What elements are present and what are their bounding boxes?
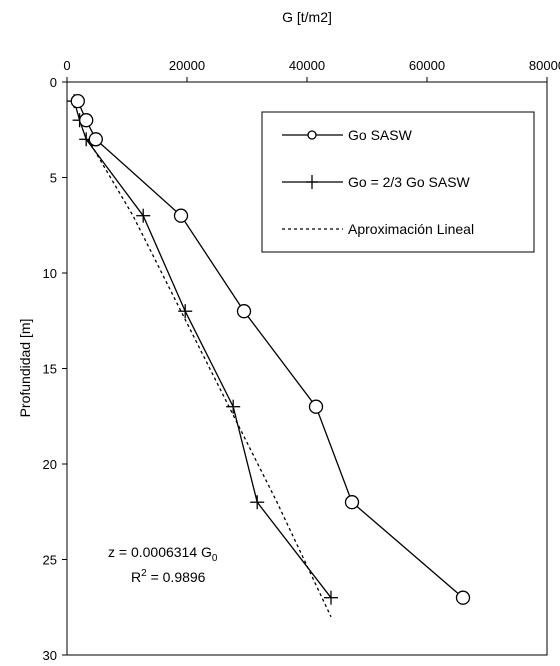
x-tick-label: 60000 [409,58,445,73]
y-tick-label: 5 [50,171,57,186]
series-layer [67,93,471,618]
y-axis-title: Profundidad [m] [17,319,33,418]
series-line-aproximaci-n-lineal [87,138,332,618]
y-tick-label: 20 [43,457,57,472]
data-point-go-2-3-go-sasw [226,399,241,414]
y-axis: 0 5 10 15 20 25 30 [43,75,67,663]
y-tick-label: 25 [43,553,57,568]
y-tick-label: 15 [43,362,57,377]
data-point-go-sasw [70,93,85,109]
data-point-go-sasw [308,399,324,414]
data-point-go-sasw [173,208,189,223]
annotation-equation: z = 0.0006314 G0 [108,544,218,564]
data-point-go-2-3-go-sasw [178,304,193,319]
y-tick-label: 0 [50,75,57,90]
x-tick-label: 40000 [289,58,325,73]
legend-label-linear: Aproximación Lineal [348,221,474,237]
data-point-go-sasw [344,495,360,510]
x-axis-title: G [t/m2] [282,9,332,25]
data-point-go-sasw [455,590,471,605]
y-tick-label: 30 [43,648,57,663]
legend-marker-go-sasw [307,130,317,140]
data-point-go-sasw [88,132,103,147]
data-point-go-2-3-go-sasw [136,208,151,223]
data-point-go-sasw [236,304,252,319]
legend-label-go-sasw: Go SASW [348,127,413,143]
data-point-go-2-3-go-sasw [324,590,338,605]
data-point-go-2-3-go-sasw [250,495,265,510]
y-tick-label: 10 [43,266,57,281]
annotation-r2: R2 = 0.9896 [131,568,206,585]
data-point-go-sasw [79,113,94,128]
legend: Go SASW Go = 2/3 Go SASW Aproximación Li… [261,111,535,253]
x-tick-label: 20000 [169,58,205,73]
legend-label-go-23: Go = 2/3 Go SASW [348,174,471,190]
x-tick-label: 0 [63,58,70,73]
